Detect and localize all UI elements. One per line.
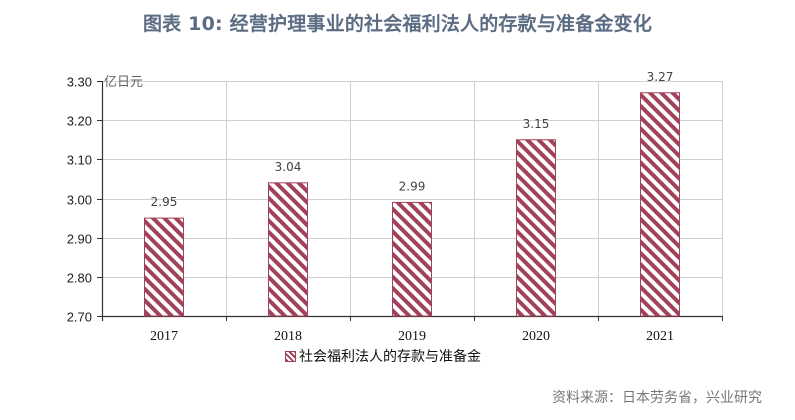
y-tick-label: 2.80 (67, 271, 92, 286)
y-tick-label: 2.90 (67, 232, 92, 247)
bar-value-label: 3.04 (275, 160, 302, 174)
y-tick-label: 2.70 (67, 310, 92, 325)
bar (144, 217, 184, 317)
legend-hatch-swatch-icon (285, 350, 296, 362)
x-tick-label: 2017 (150, 329, 178, 344)
x-tick-label: 2020 (522, 329, 550, 344)
y-tick-label: 3.10 (67, 153, 92, 168)
legend: 社会福利法人的存款与准备金 (285, 346, 481, 366)
bar-value-label: 3.15 (523, 117, 550, 131)
bar (516, 139, 556, 317)
bar (268, 182, 308, 317)
x-tick-label: 2018 (274, 329, 302, 344)
bar (392, 201, 432, 317)
bar (640, 92, 680, 317)
y-tick-label: 3.20 (67, 114, 92, 129)
chart-title: 图表 10: 经营护理事业的社会福利法人的存款与准备金变化 (142, 13, 653, 35)
x-tick-label: 2021 (646, 329, 674, 344)
y-tick-label: 3.30 (67, 75, 92, 90)
source-note: 资料来源：日本劳务省，兴业研究 (552, 390, 762, 406)
bar-value-label: 3.27 (647, 70, 674, 84)
y-tick-label: 3.00 (67, 193, 92, 208)
bars (144, 92, 680, 317)
bar-value-label: 2.95 (151, 195, 178, 209)
bar-value-label: 2.99 (399, 179, 426, 193)
x-tick-label: 2019 (398, 329, 426, 344)
unit-label: 亿日元 (104, 75, 143, 90)
axis-labels: 2.70 2.80 2.90 3.00 3.10 3.20 3.30 2.95 2017 3.04… (67, 70, 674, 344)
legend-label: 社会福利法人的存款与准备金 (299, 349, 481, 365)
